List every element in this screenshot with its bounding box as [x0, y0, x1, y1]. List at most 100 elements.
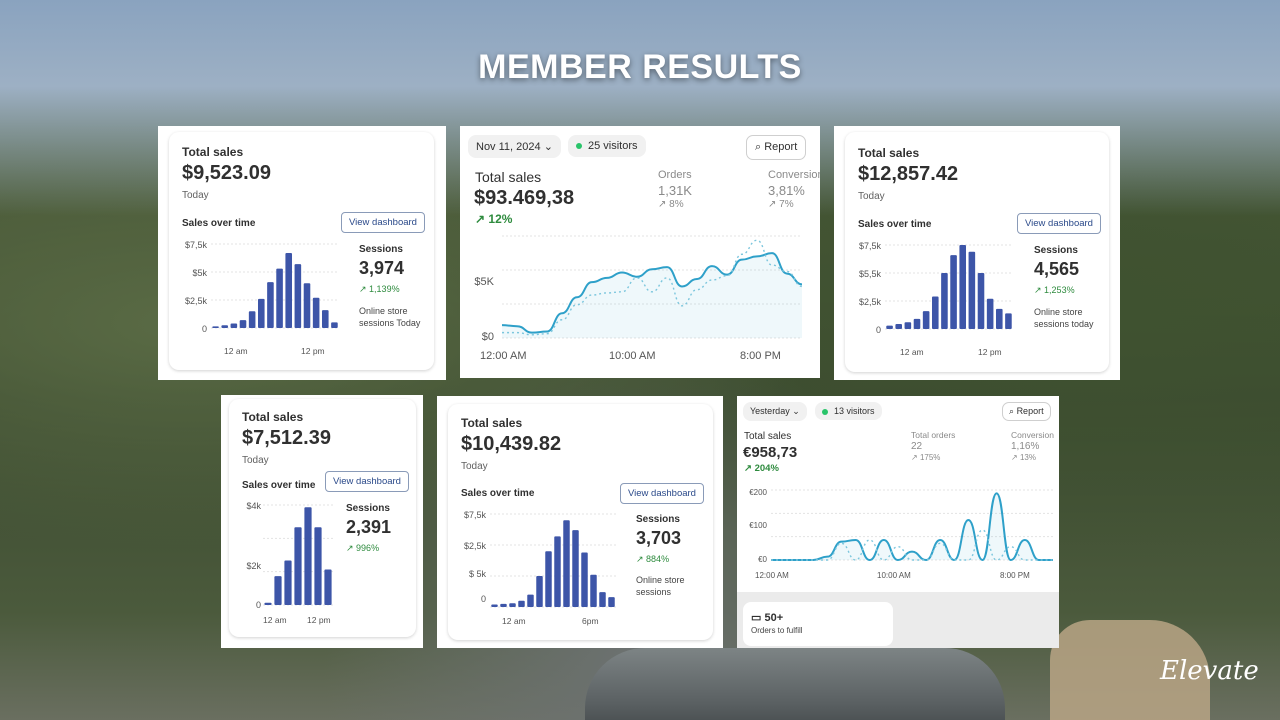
orders-value: 1,31K: [658, 183, 692, 198]
orders-to-fulfill-card[interactable]: ▭ 50+ Orders to fulfill: [743, 602, 893, 646]
total-amount: $93.469,38: [474, 187, 575, 209]
bar: [491, 604, 498, 607]
view-dashboard-button[interactable]: View dashboard: [1017, 213, 1101, 234]
chart-svg: [771, 489, 1053, 562]
y-tick: $7,5k: [858, 241, 881, 251]
y-tick: 0: [480, 594, 486, 604]
view-dashboard-button[interactable]: View dashboard: [620, 483, 704, 504]
fulfillment-strip: ▭ 50+ Orders to fulfill: [737, 592, 1059, 648]
screenshot-frame-4: Total sales $7,512.39 Today Sales over t…: [221, 395, 423, 648]
bar: [304, 507, 312, 605]
x-tick: 12 pm: [301, 346, 325, 356]
fulfill-row: ▭ 50+: [751, 611, 783, 624]
chart-svg: [263, 504, 333, 606]
bar: [294, 264, 302, 328]
section-label: Sales over time: [858, 219, 932, 230]
date-selector[interactable]: Nov 11, 2024 ⌄: [468, 135, 561, 158]
orders-label: Orders: [658, 169, 692, 181]
chart-svg: [501, 235, 803, 339]
y-tick: 0: [875, 325, 881, 335]
conversion-change: ↗ 13%: [1011, 453, 1036, 462]
bar: [1005, 313, 1012, 329]
metric-title: Total sales: [475, 169, 542, 185]
series-area: [771, 493, 1053, 560]
bar: [886, 325, 893, 329]
series-line-current: [501, 252, 803, 334]
view-dashboard-button[interactable]: View dashboard: [341, 212, 425, 233]
sessions-change: ↗ 884%: [636, 554, 670, 564]
bar: [518, 600, 525, 607]
live-dot-icon: [576, 143, 582, 150]
x-tick: 12:00 AM: [755, 571, 789, 580]
chart-svg: [885, 244, 1013, 330]
report-button[interactable]: ⌕ Report: [746, 135, 807, 160]
y-tick: €0: [758, 555, 767, 564]
sales-line-chart: [771, 489, 1053, 562]
sessions-change: ↗ 996%: [346, 543, 380, 553]
bar: [331, 322, 338, 328]
date-text: Yesterday: [750, 406, 790, 416]
y-tick: $5,5k: [858, 269, 881, 279]
total-amount: $10,439.82: [461, 433, 562, 455]
y-tick: $4k: [246, 501, 261, 511]
sessions-label: Sessions: [636, 514, 680, 525]
conversion-change-value: 13%: [1019, 453, 1036, 462]
chart-svg: [490, 513, 616, 608]
sessions-note: Online store sessions: [636, 575, 685, 597]
bar: [500, 603, 507, 607]
conversion-label: Conversion: [768, 169, 820, 181]
y-tick: $5k: [192, 268, 207, 278]
bar: [986, 298, 994, 329]
bar: [276, 268, 283, 328]
bar: [257, 298, 265, 328]
bar: [221, 325, 229, 328]
x-tick: 12 am: [224, 346, 248, 356]
y-tick: 0: [201, 324, 207, 334]
x-tick: 12 am: [263, 615, 287, 625]
live-dot-icon: [822, 408, 828, 415]
sessions-value: 4,565: [1034, 259, 1080, 279]
period-label: Today: [182, 190, 209, 201]
visitors-badge: 25 visitors: [568, 135, 646, 157]
bar: [590, 574, 597, 607]
conversion-label: Conversion: [1011, 430, 1054, 440]
bar: [312, 297, 320, 328]
bar: [230, 323, 238, 328]
bar: [913, 318, 921, 329]
report-button[interactable]: ⌕ Report: [1002, 402, 1051, 421]
bar: [995, 308, 1003, 329]
sessions-value: 3,703: [636, 528, 682, 548]
page-title: MEMBER RESULTS: [478, 48, 802, 86]
section-label: Sales over time: [242, 480, 316, 491]
stone-wall: [1050, 620, 1210, 720]
section-label: Sales over time: [461, 488, 535, 499]
x-tick: 8:00 PM: [740, 350, 781, 362]
date-selector[interactable]: Yesterday ⌄: [743, 402, 807, 421]
bar: [608, 597, 615, 607]
orders-change: ↗ 8%: [658, 199, 684, 210]
sales-change-value: 204%: [754, 463, 779, 474]
sales-bar-chart: [490, 513, 616, 608]
period-label: Today: [242, 455, 269, 466]
bar: [324, 569, 332, 605]
bar: [303, 283, 311, 328]
bar: [581, 552, 588, 607]
sales-card-5: Total sales $10,439.82 Today Sales over …: [448, 404, 713, 640]
report-label: Report: [764, 141, 798, 153]
y-tick: $2,5k: [858, 297, 881, 307]
x-tick: 10:00 AM: [877, 571, 911, 580]
metric-title: Total sales: [744, 431, 792, 442]
period-label: Today: [858, 191, 885, 202]
sessions-label: Sessions: [359, 244, 403, 255]
bar: [248, 311, 256, 328]
bar: [284, 560, 292, 605]
bar: [941, 273, 948, 329]
orders-change: ↗ 175%: [911, 453, 941, 462]
bar: [267, 282, 274, 328]
bar: [285, 252, 293, 328]
bar: [895, 323, 903, 329]
sessions-change-value: 1,253%: [1044, 285, 1075, 295]
y-tick: $0: [481, 331, 494, 343]
card-title: Total sales: [461, 416, 523, 430]
view-dashboard-button[interactable]: View dashboard: [325, 471, 409, 492]
